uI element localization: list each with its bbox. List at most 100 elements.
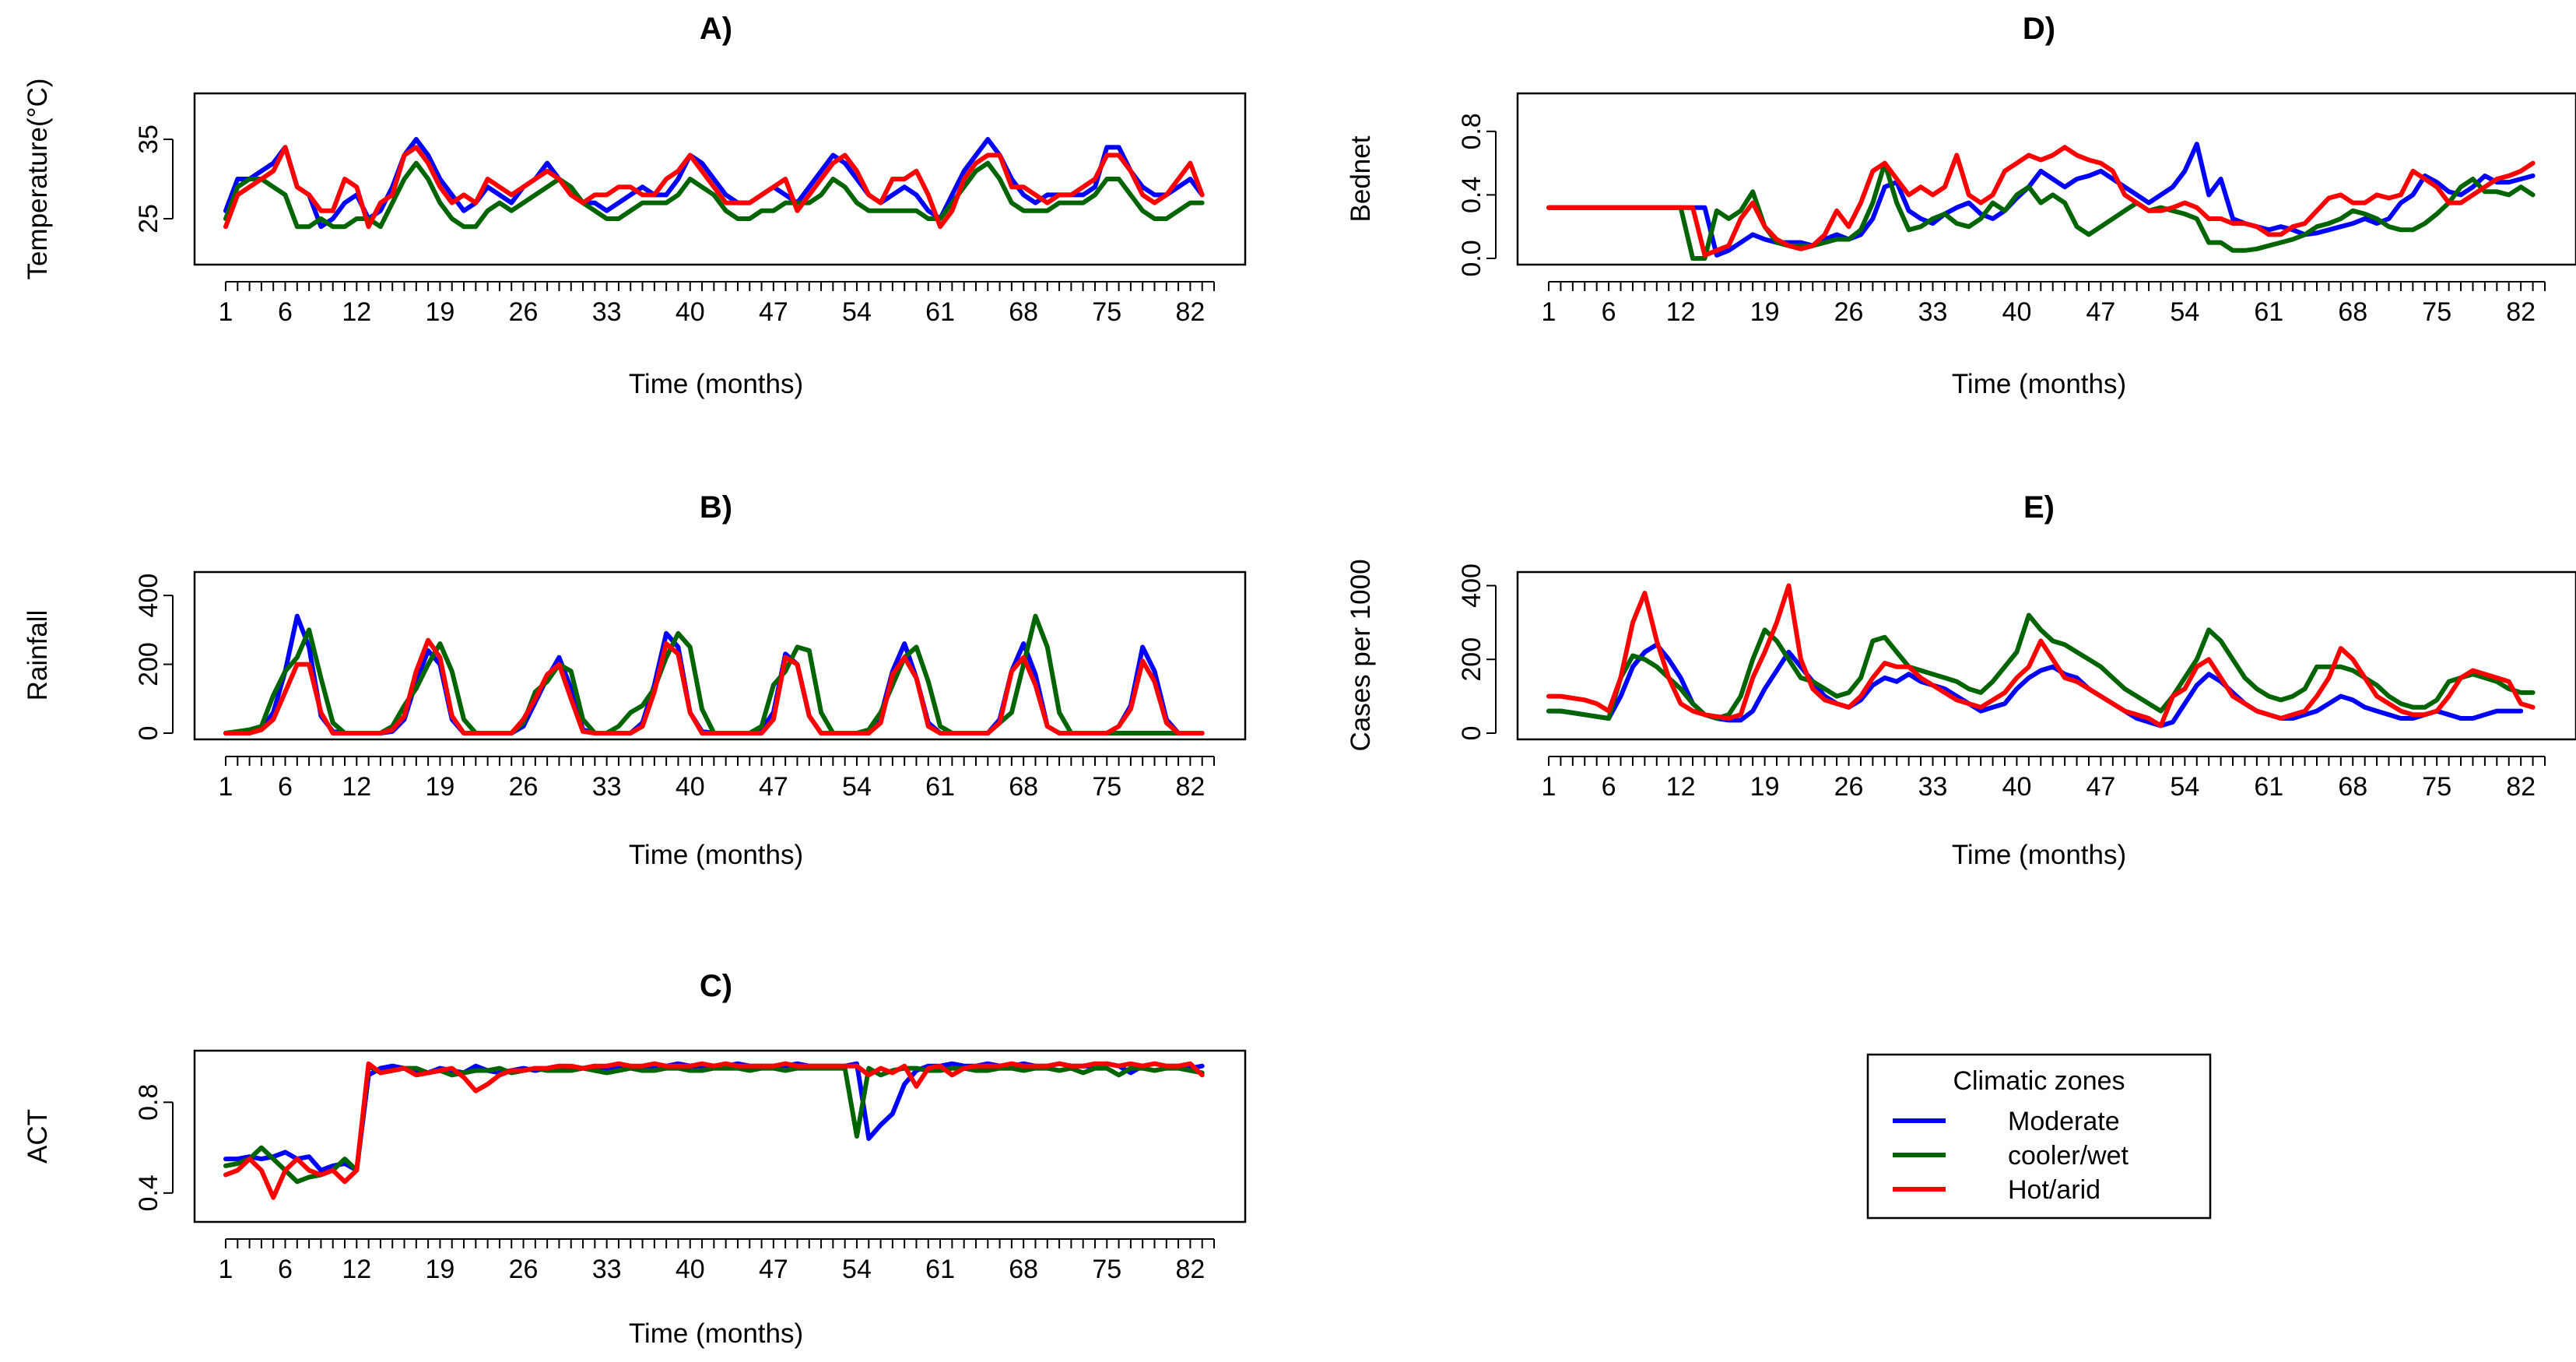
panel-d-x-tick-label: 61 (2254, 297, 2283, 327)
panel-e-ylabel: Cases per 1000 (1346, 559, 1376, 751)
panel-c-x-tick-label: 61 (925, 1255, 955, 1284)
panel-c-x-tick-label: 6 (278, 1255, 293, 1284)
panel-c: C) 0.4 0.8 1 6 12 19 26 33 40 47 54 61 68 75 82 Time … (23, 969, 1247, 1349)
panel-a-x-tick-label: 54 (842, 297, 872, 327)
panel-d-x-tick-label: 19 (1750, 297, 1780, 327)
panel-d-y-axis: 0.0 0.4 0.8 (1457, 113, 1497, 277)
panel-a-x-tick-label: 33 (592, 297, 622, 327)
panel-a-frame (193, 92, 1247, 266)
panel-d-x-tick-label: 26 (1834, 297, 1864, 327)
panel-e-y-tick-label: 400 (1457, 563, 1486, 608)
panel-d-x-tick-label: 54 (2170, 297, 2199, 327)
legend-label-moderate: Moderate (2008, 1107, 2120, 1136)
panel-a-y-axis: 25 35 (134, 125, 174, 233)
panel-d-x-tick-label: 40 (2002, 297, 2032, 327)
panel-a-x-tick-label: 82 (1175, 297, 1205, 327)
panel-e-series-hot-arid (1546, 583, 2536, 728)
panel-d-y-tick-label: 0.0 (1457, 240, 1486, 276)
panel-b-x-tick-label: 47 (759, 772, 788, 802)
panel-e-x-tick-label: 54 (2170, 772, 2199, 802)
panel-e-x-tick-label: 12 (1666, 772, 1696, 802)
panel-c-ylabel: ACT (23, 1109, 53, 1164)
panel-e-frame (1516, 570, 2576, 741)
panel-e-x-tick-label: 61 (2254, 772, 2283, 802)
panel-e-x-tick-label: 68 (2338, 772, 2367, 802)
panel-c-x-tick-label: 1 (219, 1255, 233, 1284)
panel-d-x-tick-label: 47 (2086, 297, 2115, 327)
panel-a: A) 25 35 1 6 12 19 26 33 40 47 54 61 68 75 82 Time (m… (23, 12, 1247, 399)
panel-a-x-tick-label: 26 (509, 297, 539, 327)
panel-e-title: E) (2023, 490, 2055, 525)
panel-d-xlabel: Time (months) (1952, 369, 2126, 399)
panel-e-xlabel: Time (months) (1952, 840, 2126, 870)
panel-c-y-axis: 0.4 0.8 (134, 1084, 174, 1211)
panel-a-x-tick-label: 61 (925, 297, 955, 327)
panel-d-title: D) (2023, 12, 2055, 46)
panel-c-x-tick-label: 19 (426, 1255, 455, 1284)
panel-b-x-tick-label: 54 (842, 772, 872, 802)
panel-e-y-tick-label: 0 (1457, 726, 1486, 741)
panel-c-y-tick-label: 0.4 (134, 1174, 163, 1211)
panel-c-title: C) (700, 969, 732, 1003)
panel-d-x-axis: 1 6 12 19 26 33 40 47 54 61 68 75 82 (1542, 281, 2546, 327)
panel-a-x-tick-label: 68 (1009, 297, 1038, 327)
panel-d: D) 0.0 0.4 0.8 1 6 12 19 26 33 40 47 54 61 68 75 82 Ti… (1346, 12, 2576, 399)
panel-b-title: B) (700, 490, 732, 525)
panel-d-lines (1546, 142, 2536, 261)
panel-e-x-tick-label: 40 (2002, 772, 2032, 802)
panel-a-title: A) (700, 12, 732, 46)
panel-a-x-tick-label: 1 (219, 297, 233, 327)
panel-c-x-tick-label: 12 (342, 1255, 371, 1284)
panel-a-x-axis: 1 6 12 19 26 33 40 47 54 61 68 75 82 (219, 281, 1215, 327)
panel-b-x-tick-label: 40 (676, 772, 705, 802)
panel-d-series-moderate (1546, 142, 2536, 258)
panel-d-y-tick-label: 0.8 (1457, 113, 1486, 149)
panel-a-y-tick-label: 25 (134, 204, 163, 233)
panel-b-series-hot-arid (223, 637, 1205, 735)
panel-d-x-tick-label: 33 (1918, 297, 1948, 327)
panel-e-x-tick-label: 75 (2422, 772, 2451, 802)
panel-b-x-tick-label: 1 (219, 772, 233, 802)
panel-c-x-tick-label: 75 (1092, 1255, 1121, 1284)
panel-c-x-tick-label: 26 (509, 1255, 539, 1284)
panel-a-xlabel: Time (months) (629, 369, 803, 399)
panel-a-x-tick-label: 12 (342, 297, 371, 327)
panel-b-x-tick-label: 12 (342, 772, 371, 802)
panel-e-x-tick-label: 33 (1918, 772, 1948, 802)
panel-d-frame (1516, 92, 2576, 266)
panel-a-x-tick-label: 40 (676, 297, 705, 327)
panel-d-x-tick-label: 68 (2338, 297, 2367, 327)
panel-d-x-tick-label: 1 (1542, 297, 1556, 327)
legend: Climatic zones Moderate cooler/wet Hot/a… (1866, 1053, 2212, 1220)
panel-e-y-axis: 0 200 400 (1457, 563, 1497, 741)
panel-b-frame (193, 570, 1247, 741)
panel-b-x-tick-label: 26 (509, 772, 539, 802)
panel-b-x-tick-label: 6 (278, 772, 293, 802)
panel-d-y-tick-label: 0.4 (1457, 177, 1486, 213)
panel-d-x-tick-label: 12 (1666, 297, 1696, 327)
panel-b-y-tick-label: 200 (134, 642, 163, 686)
panel-d-x-tick-label: 6 (1602, 297, 1616, 327)
panel-c-x-tick-label: 47 (759, 1255, 788, 1284)
panel-e: E) 0 200 400 1 6 12 19 26 33 40 47 54 61 68 75 82 Time… (1346, 490, 2576, 870)
panel-e-x-tick-label: 26 (1834, 772, 1864, 802)
panel-e-x-tick-label: 1 (1542, 772, 1556, 802)
panel-b-x-tick-label: 33 (592, 772, 622, 802)
panel-e-x-tick-label: 82 (2506, 772, 2536, 802)
panel-a-ylabel: Temperature(°C) (23, 78, 53, 279)
panel-a-x-tick-label: 6 (278, 297, 293, 327)
panel-b-x-tick-label: 19 (426, 772, 455, 802)
legend-label-hot-arid: Hot/arid (2008, 1175, 2100, 1205)
panel-e-x-tick-label: 6 (1602, 772, 1616, 802)
panel-e-x-tick-label: 19 (1750, 772, 1780, 802)
panel-c-frame (193, 1049, 1247, 1223)
panel-e-x-axis: 1 6 12 19 26 33 40 47 54 61 68 75 82 (1542, 756, 2546, 802)
panel-a-x-tick-label: 19 (426, 297, 455, 327)
panel-c-x-tick-label: 82 (1175, 1255, 1205, 1284)
panel-a-series-hot-arid (223, 145, 1205, 230)
panel-c-x-tick-label: 40 (676, 1255, 705, 1284)
legend-label-cooler-wet: cooler/wet (2008, 1141, 2129, 1171)
panel-a-y-tick-label: 35 (134, 125, 163, 154)
panel-b-x-tick-label: 75 (1092, 772, 1121, 802)
panel-b-xlabel: Time (months) (629, 840, 803, 870)
